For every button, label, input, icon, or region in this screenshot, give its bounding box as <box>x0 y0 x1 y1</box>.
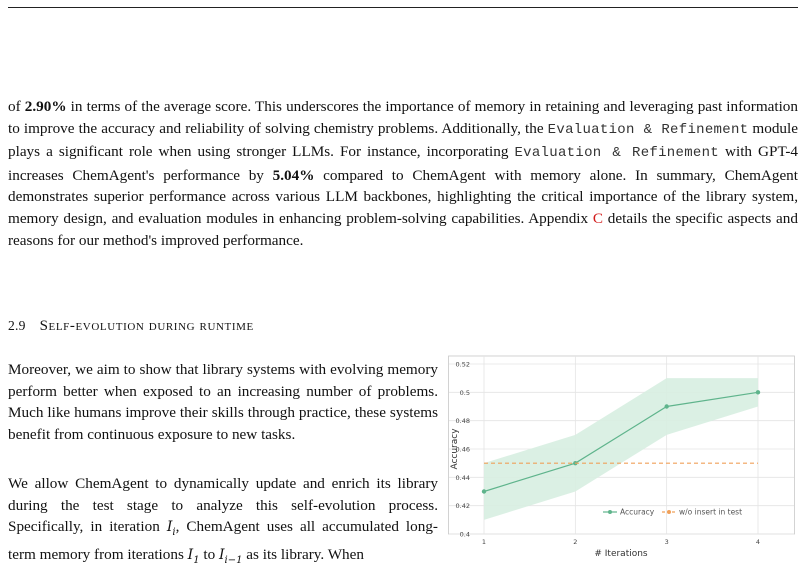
legend-marker <box>667 510 671 514</box>
paragraph-results: of 2.90% in terms of the average score. … <box>8 98 798 249</box>
y-axis-label: Accuracy <box>450 428 460 470</box>
x-tick-label: 1 <box>482 538 486 546</box>
y-tick-label: 0.52 <box>456 361 470 369</box>
y-tick-label: 0.4 <box>460 531 470 539</box>
math-iter-i-minus-1: Ii−1 <box>219 546 243 566</box>
bold-score-avg: 2.90% <box>24 98 67 115</box>
x-axis-label: # Iterations <box>594 549 648 559</box>
chart-lines <box>481 390 761 494</box>
paragraph-motivation: Moreover, we aim to show that library sy… <box>8 361 438 443</box>
math-iter-1: I1 <box>187 546 200 566</box>
x-tick-label: 4 <box>756 538 760 546</box>
y-tick-label: 0.44 <box>456 474 470 482</box>
appendix-ref-link[interactable]: C <box>592 209 604 227</box>
top-rule <box>8 7 798 8</box>
chart-legend: Accuracy w/o insert in test <box>603 508 742 517</box>
legend-label: w/o insert in test <box>679 508 742 517</box>
accuracy-point <box>481 489 487 494</box>
math-iter-i: Ii <box>166 519 176 538</box>
section-title: Self-evolution during runtime <box>39 318 254 334</box>
accuracy-point <box>664 404 669 409</box>
legend-label: Accuracy <box>620 508 655 517</box>
paragraph-method: We allow ChemAgent to dynamically update… <box>8 475 438 566</box>
section-number: 2.9 <box>8 318 26 333</box>
accuracy-line <box>483 391 759 493</box>
chart-confidence-band <box>484 378 758 520</box>
y-tick-label: 0.42 <box>456 502 470 510</box>
y-tick-label: 0.48 <box>456 417 470 425</box>
section-heading: 2.9 Self-evolution during runtime <box>8 318 254 335</box>
x-tick-label: 3 <box>665 538 669 546</box>
x-tick-label: 2 <box>573 538 577 546</box>
module-name-code: Evaluation & Refinement <box>514 145 720 162</box>
y-tick-label: 0.46 <box>456 446 470 454</box>
x-tick-labels: 1 2 3 4 <box>482 538 760 546</box>
module-name-code: Evaluation & Refinement <box>547 121 749 138</box>
y-tick-label: 0.5 <box>460 389 470 397</box>
accuracy-line-chart: 0.4 0.42 0.44 0.46 0.48 0.5 0.52 1 2 3 4 Accuracy… <box>448 354 800 564</box>
bold-score-gpt4: 5.04% <box>272 166 315 184</box>
accuracy-band <box>484 378 758 520</box>
accuracy-point <box>755 390 761 395</box>
y-tick-labels: 0.4 0.42 0.44 0.46 0.48 0.5 0.52 <box>456 361 470 539</box>
legend-marker <box>608 510 612 514</box>
